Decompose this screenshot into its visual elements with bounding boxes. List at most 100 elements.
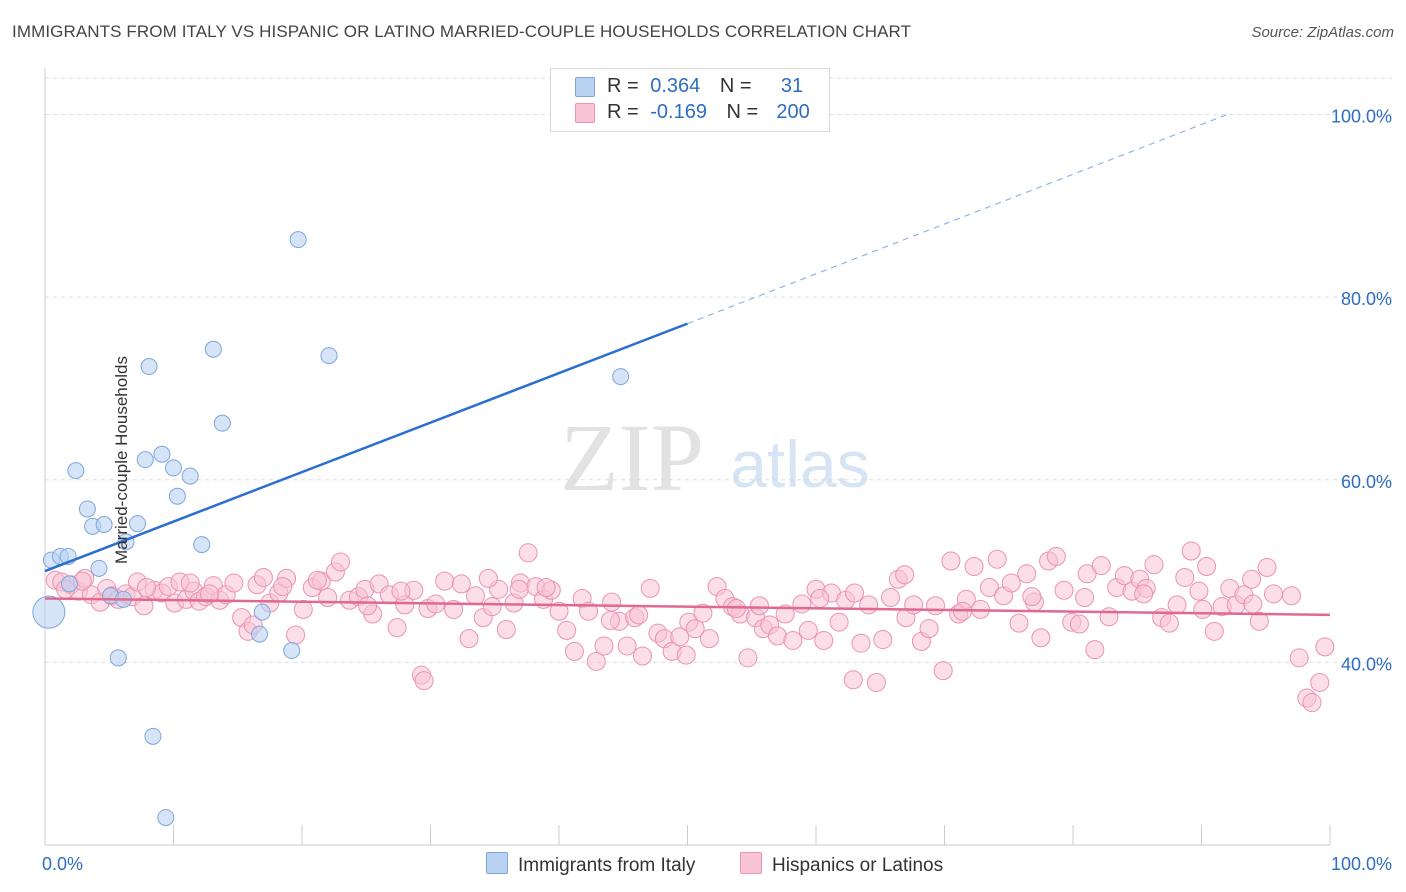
hispanic-point (845, 583, 865, 603)
hispanic-point (933, 661, 953, 681)
hispanic-point (1075, 588, 1095, 608)
hispanic-point (478, 568, 498, 588)
bottom-legend-italy-label: Immigrants from Italy (518, 855, 696, 876)
hispanic-point (414, 671, 434, 691)
axes (44, 68, 1331, 846)
hispanic-point (586, 651, 606, 671)
hispanic-point (1263, 584, 1283, 604)
italy-point (165, 459, 182, 477)
hispanic-point (1159, 613, 1179, 633)
hispanic-point (859, 595, 879, 615)
hispanic-point (629, 605, 649, 625)
hispanic-point (843, 670, 863, 690)
hispanic-point (1315, 637, 1335, 657)
hispanic-point (1189, 581, 1209, 601)
hispanic-point (1257, 557, 1277, 577)
hispanic-point (358, 596, 378, 616)
hispanic-point (1022, 587, 1042, 607)
hispanic-point (670, 627, 690, 647)
hispanic-point (941, 551, 961, 571)
bottom-legend-swatch-hispanic (740, 852, 762, 874)
hispanic-point (536, 578, 556, 598)
bottom-legend-hispanic-label: Hispanics or Latinos (772, 855, 944, 876)
hispanic-point (307, 570, 327, 590)
hispanic-point (676, 645, 696, 665)
legend-swatch-hispanic (575, 103, 595, 123)
hispanic-point (600, 610, 620, 630)
hispanic-point (904, 595, 924, 615)
hispanic-point (496, 620, 516, 640)
stats-legend: R = 0.364 N = 31 R = -0.169 N = 200 (550, 68, 830, 132)
hispanic-point (331, 552, 351, 572)
bottom-legend-swatch-italy (486, 852, 508, 874)
legend-hispanic-n-value: 200 (776, 101, 810, 123)
italy-point (140, 358, 158, 376)
legend-hispanic-r-label: R = (607, 101, 639, 123)
italy-trend-extension (687, 113, 1228, 325)
legend-hispanic-r-value: -0.169 (650, 101, 707, 123)
hispanic-point (798, 620, 818, 640)
italy-point (168, 487, 186, 505)
hispanic-point (964, 557, 984, 577)
hispanic-point (253, 567, 273, 587)
hispanic-point (783, 630, 803, 650)
hispanic-point (1175, 567, 1195, 587)
italy-point (90, 559, 108, 577)
italy-point (78, 500, 96, 518)
hispanic-point (693, 603, 713, 623)
legend-swatch-italy (575, 77, 595, 97)
hispanic-point (617, 636, 637, 656)
tick-labels: 40.0% 60.0% 80.0% 100.0% 0.0% 100.0% (42, 107, 1392, 874)
hispanic-point (749, 596, 769, 616)
hispanic-point (391, 581, 411, 601)
hispanic-point (549, 601, 569, 621)
hispanic-point (1031, 628, 1051, 648)
x-tick-label-min: 0.0% (42, 854, 83, 874)
legend-italy-n-value: 31 (780, 75, 804, 97)
italy-point (289, 231, 307, 249)
hispanic-point (1054, 580, 1074, 600)
hispanic-point (509, 579, 529, 599)
italy-point (204, 340, 222, 358)
italy-points (32, 231, 630, 827)
legend-hispanic-n-label: N = (726, 101, 759, 123)
hispanic-point (919, 619, 939, 639)
hispanic-point (180, 573, 200, 593)
hispanic-point (1001, 573, 1021, 593)
hispanic-point (1009, 613, 1029, 633)
italy-point (181, 467, 199, 485)
x-tick-label-max: 100.0% (1331, 854, 1392, 874)
hispanic-point (451, 574, 471, 594)
y-tick-label: 40.0% (1341, 654, 1392, 674)
hispanic-point (814, 630, 834, 650)
hispanic-point (318, 588, 338, 608)
hispanic-point (1046, 546, 1066, 566)
hispanic-point (1281, 586, 1301, 606)
hispanic-point (699, 629, 719, 649)
hispanic-point (1289, 648, 1309, 668)
watermark-zip: ZIP (560, 404, 704, 511)
hispanic-point (1193, 599, 1213, 619)
italy-point (213, 414, 231, 432)
watermark: ZIP atlas (560, 404, 870, 511)
hispanic-point (273, 577, 293, 597)
hispanic-point (738, 648, 758, 668)
hispanic-points (45, 541, 1335, 713)
hispanic-point (602, 592, 622, 612)
hispanic-point (1077, 564, 1097, 584)
chart-title: IMMIGRANTS FROM ITALY VS HISPANIC OR LAT… (12, 22, 912, 41)
hispanic-point (1310, 672, 1330, 692)
hispanic-point (387, 618, 407, 638)
hispanic-point (1134, 584, 1154, 604)
hispanic-point (685, 619, 705, 639)
y-tick-label: 80.0% (1341, 289, 1392, 309)
hispanic-point (1204, 621, 1224, 641)
italy-trend-line (44, 322, 688, 573)
hispanic-point (1144, 555, 1164, 575)
italy-point (144, 727, 162, 745)
italy-point (193, 536, 211, 554)
hispanic-point (1181, 541, 1201, 561)
hispanic-point (518, 543, 538, 563)
y-tick-label: 60.0% (1341, 472, 1392, 492)
hispanic-point (1099, 607, 1119, 627)
